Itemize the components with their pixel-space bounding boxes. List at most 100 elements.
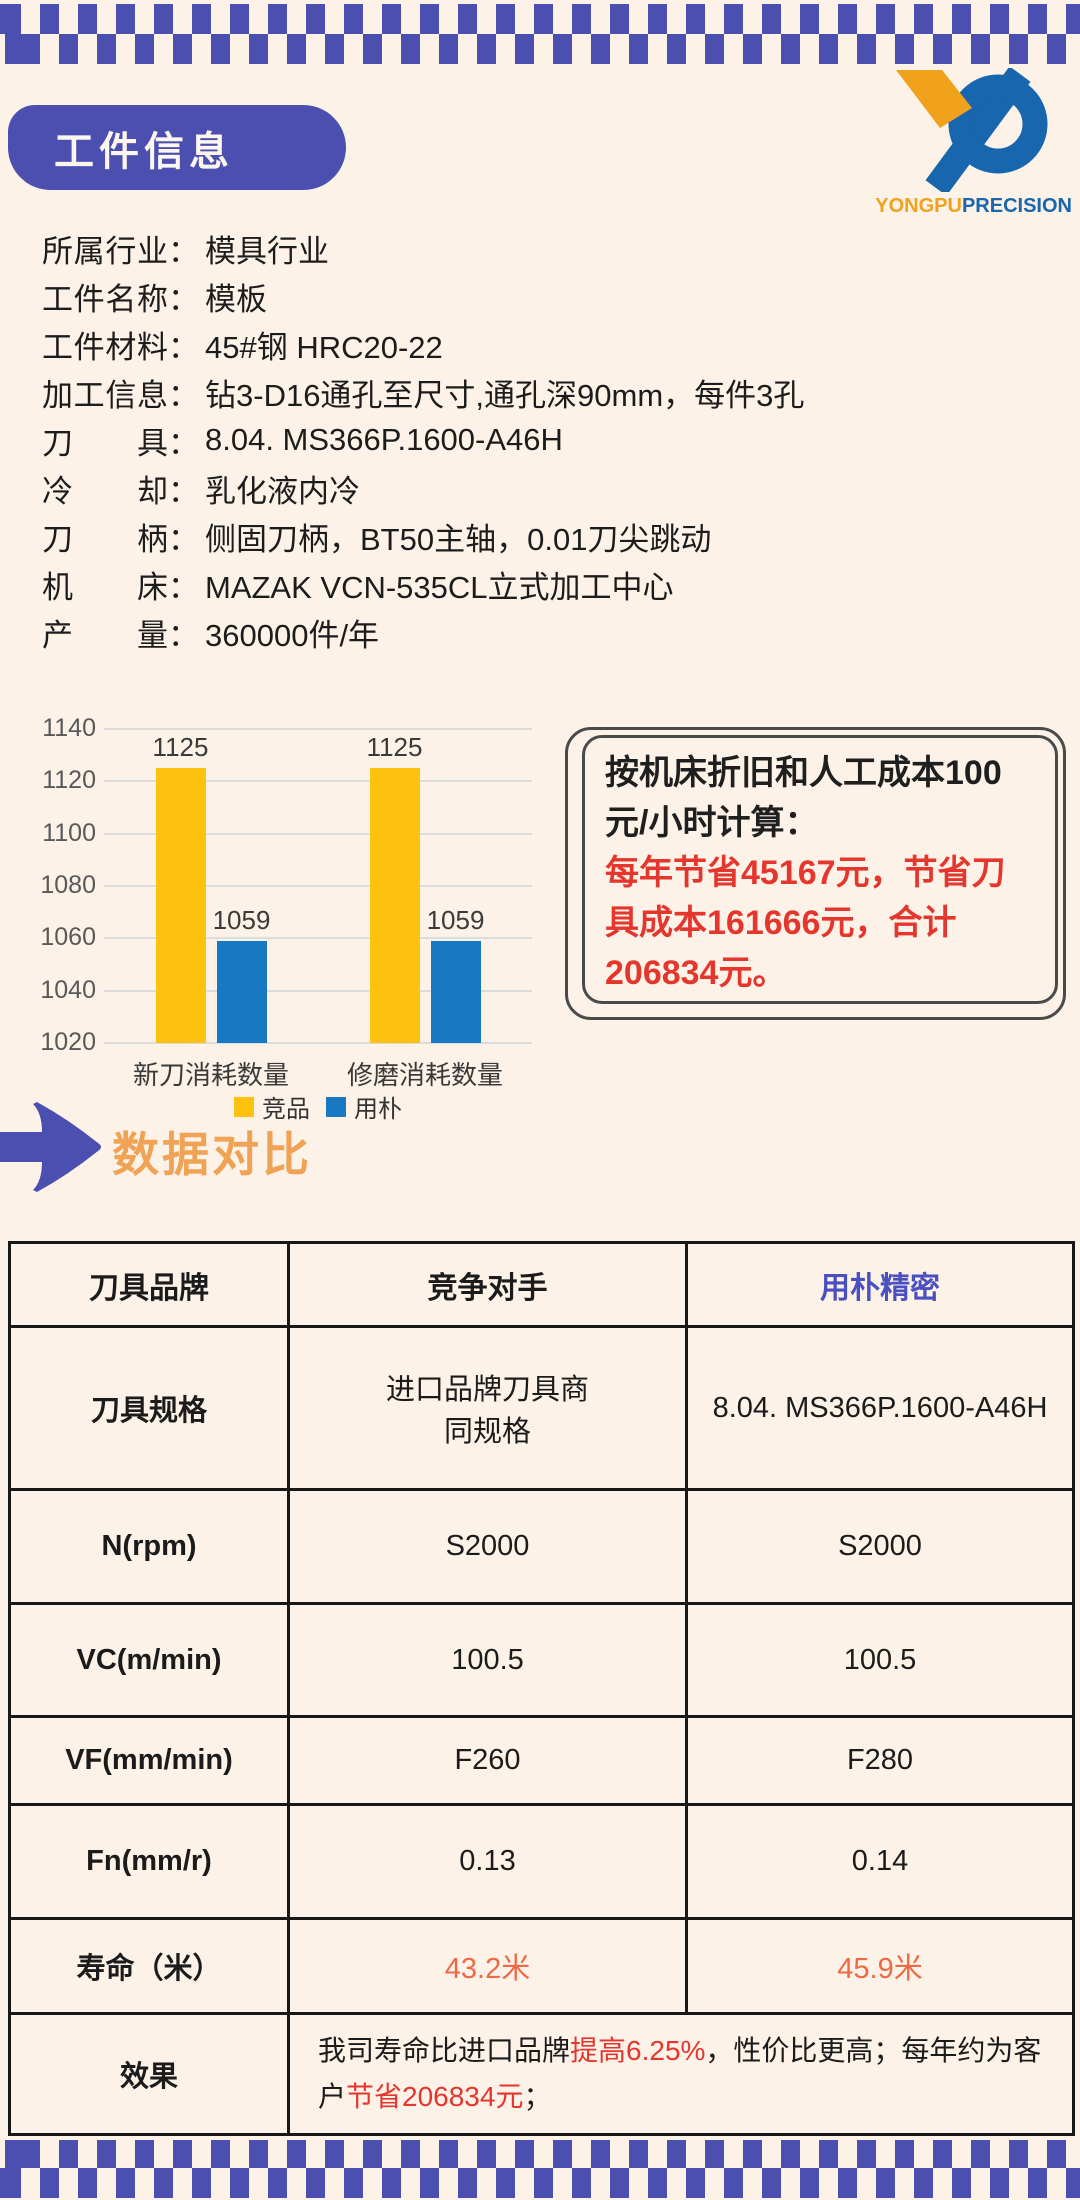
info-colon: ： [168,233,199,269]
bar-value-label: 1059 [212,904,271,935]
cell-line: 同规格 [443,1416,531,1448]
table-cell: 43.2米 [287,1917,688,2015]
savings-note-inner: 按机床折旧和人工成本100元/小时计算： 每年节省45167元，节省刀具成本161… [582,735,1058,1004]
info-line: 机床： MAZAK VCN-535CL立式加工中心 [42,560,1052,608]
savings-note-highlight: 每年节省45167元，节省刀具成本161666元，合计206834元。 [605,854,1006,992]
checker-border-top-row2 [0,34,1080,64]
consumption-bar-chart: 1020 1040 1060 1080 1100 1120 1140 1125 1059 新刀消耗… [40,714,560,1123]
table-cell: 100.5 [287,1602,688,1718]
info-colon: ： [168,329,199,365]
info-label: 冷却 [42,473,168,509]
chart-legend: 竞品 用朴 [104,1089,532,1124]
table-row: VF(mm/min) F260 F280 [8,1715,1075,1806]
page-title-badge: 工件信息 [8,105,346,190]
table-cell: 进口品牌刀具商 同规格 [287,1325,688,1491]
grid-line [104,728,532,730]
table-cell: 0.13 [287,1803,688,1920]
info-value: 45#钢 HRC20-22 [205,329,443,365]
info-value: MAZAK VCN-535CL立式加工中心 [205,569,674,605]
table-cell: 100.5 [685,1602,1075,1718]
table-cell: 0.14 [685,1803,1075,1920]
chart-plot-area: 1020 1040 1060 1080 1100 1120 1140 1125 1059 新刀消耗… [40,714,532,1090]
info-value: 钻3-D16通孔至尺寸,通孔深90mm，每件3孔 [205,377,805,413]
y-axis-tick-label: 1060 [40,923,96,952]
savings-note-box: 按机床折旧和人工成本100元/小时计算： 每年节省45167元，节省刀具成本161… [565,727,1066,1020]
grid-line [104,989,532,992]
table-cell: F280 [685,1715,1075,1806]
y-axis-tick-label: 1140 [42,714,96,742]
table-row: Fn(mm/r) 0.13 0.14 [8,1803,1075,1920]
comparison-table: 刀具品牌 竞争对手 用朴精密 刀具规格 进口品牌刀具商 同规格 8.04. MS366P.1… [8,1241,1075,2136]
row-label-cell: VC(m/min) [8,1602,290,1718]
y-axis-tick-label: 1020 [40,1028,96,1056]
info-value: 8.04. MS366P.1600-A46H [205,422,563,457]
bar-value-label: 1125 [366,732,423,763]
brand-wordmark: YONGPU PRECISION [875,195,1072,218]
table-row: VC(m/min) 100.5 100.5 [8,1602,1075,1718]
section-title: 数据对比 [112,1128,312,1181]
table-cell: S2000 [287,1488,688,1605]
info-label: 刀具 [42,425,168,461]
bar-value-label: 1125 [152,732,209,763]
info-label: 所属行业 [42,233,168,269]
checker-border-bottom-row1 [0,2140,1080,2168]
brand-logo: YONGPU PRECISION [875,66,1072,218]
info-colon: ： [168,569,199,605]
workpiece-info-list: 所属行业：模具行业 工件名称：模板 工件材料： 45#钢 HRC20-22 加工信息：钻… [42,224,1052,656]
grid-line [104,937,532,940]
bar-value-label: 1059 [426,904,485,935]
y-axis-tick-label: 1120 [42,766,96,795]
effect-text-segment: ； [523,2081,552,2112]
grid-line [104,832,532,835]
info-colon: ： [168,425,199,461]
info-line: 工件材料： 45#钢 HRC20-22 [42,320,1052,368]
bar [216,940,267,1043]
info-colon: ： [168,617,199,653]
info-colon: ： [168,377,199,413]
grid-line [104,780,532,783]
info-label: 加工信息 [42,377,168,413]
category-label: 修磨消耗数量 [346,1060,504,1090]
effect-text-segment: 我司寿命比进口品牌 [318,2035,571,2066]
info-label: 工件名称 [42,281,168,317]
info-line: 冷却：乳化液内冷 [42,464,1052,512]
legend-label: 用朴 [354,1096,402,1123]
info-line: 所属行业：模具行业 [42,224,1052,272]
info-label: 机床 [42,569,168,605]
info-line: 刀具： 8.04. MS366P.1600-A46H [42,416,1052,464]
info-line: 工件名称：模板 [42,272,1052,320]
table-row-effect: 效果 我司寿命比进口品牌提高6.25%，性价比更高；每年约为客户节省206834元… [8,2012,1075,2136]
y-axis-tick-label: 1080 [40,871,96,899]
table-cell: 45.9米 [685,1917,1075,2015]
effect-text-segment: 节省206834元 [346,2081,524,2112]
category-label: 新刀消耗数量 [132,1060,290,1090]
y-axis-tick-label: 1040 [40,975,96,1004]
info-value: 360000件/年 [205,617,380,653]
effect-text-segment: ，性价比更高；每年约为客户 [318,2035,1042,2112]
legend-item: 用朴 [326,1089,402,1124]
info-value: 模具行业 [205,233,329,269]
row-label-cell: 刀具规格 [8,1325,290,1491]
effect-text-segment: 提高6.25% [570,2035,706,2066]
brand-name-yongpu: YONGPU [875,195,962,217]
table-header-cell: 竞争对手 [287,1241,688,1328]
effect-cell: 我司寿命比进口品牌提高6.25%，性价比更高；每年约为客户节省206834元； [287,2012,1075,2136]
info-line: 产量： 360000件/年 [42,608,1052,656]
info-label: 工件材料 [42,329,168,365]
info-line: 加工信息：钻3-D16通孔至尺寸,通孔深90mm，每件3孔 [42,368,1052,416]
table-header-row: 刀具品牌 竞争对手 用朴精密 [8,1241,1075,1328]
table-cell: S2000 [685,1488,1075,1605]
table-cell: F260 [287,1715,688,1806]
info-value: 模板 [205,281,267,317]
table-cell: 8.04. MS366P.1600-A46H [685,1325,1075,1491]
logo-yellow-wedge [896,70,972,128]
legend-swatch [326,1096,346,1117]
brand-name-precision: PRECISION [961,195,1072,217]
info-label: 刀柄 [42,521,168,557]
legend-swatch [234,1096,254,1117]
arrow-right-icon [0,1099,104,1195]
table-row: 寿命（米） 43.2米 45.9米 [8,1917,1075,2015]
checker-border-top-row1 [0,4,1080,34]
info-colon: ： [168,473,199,509]
